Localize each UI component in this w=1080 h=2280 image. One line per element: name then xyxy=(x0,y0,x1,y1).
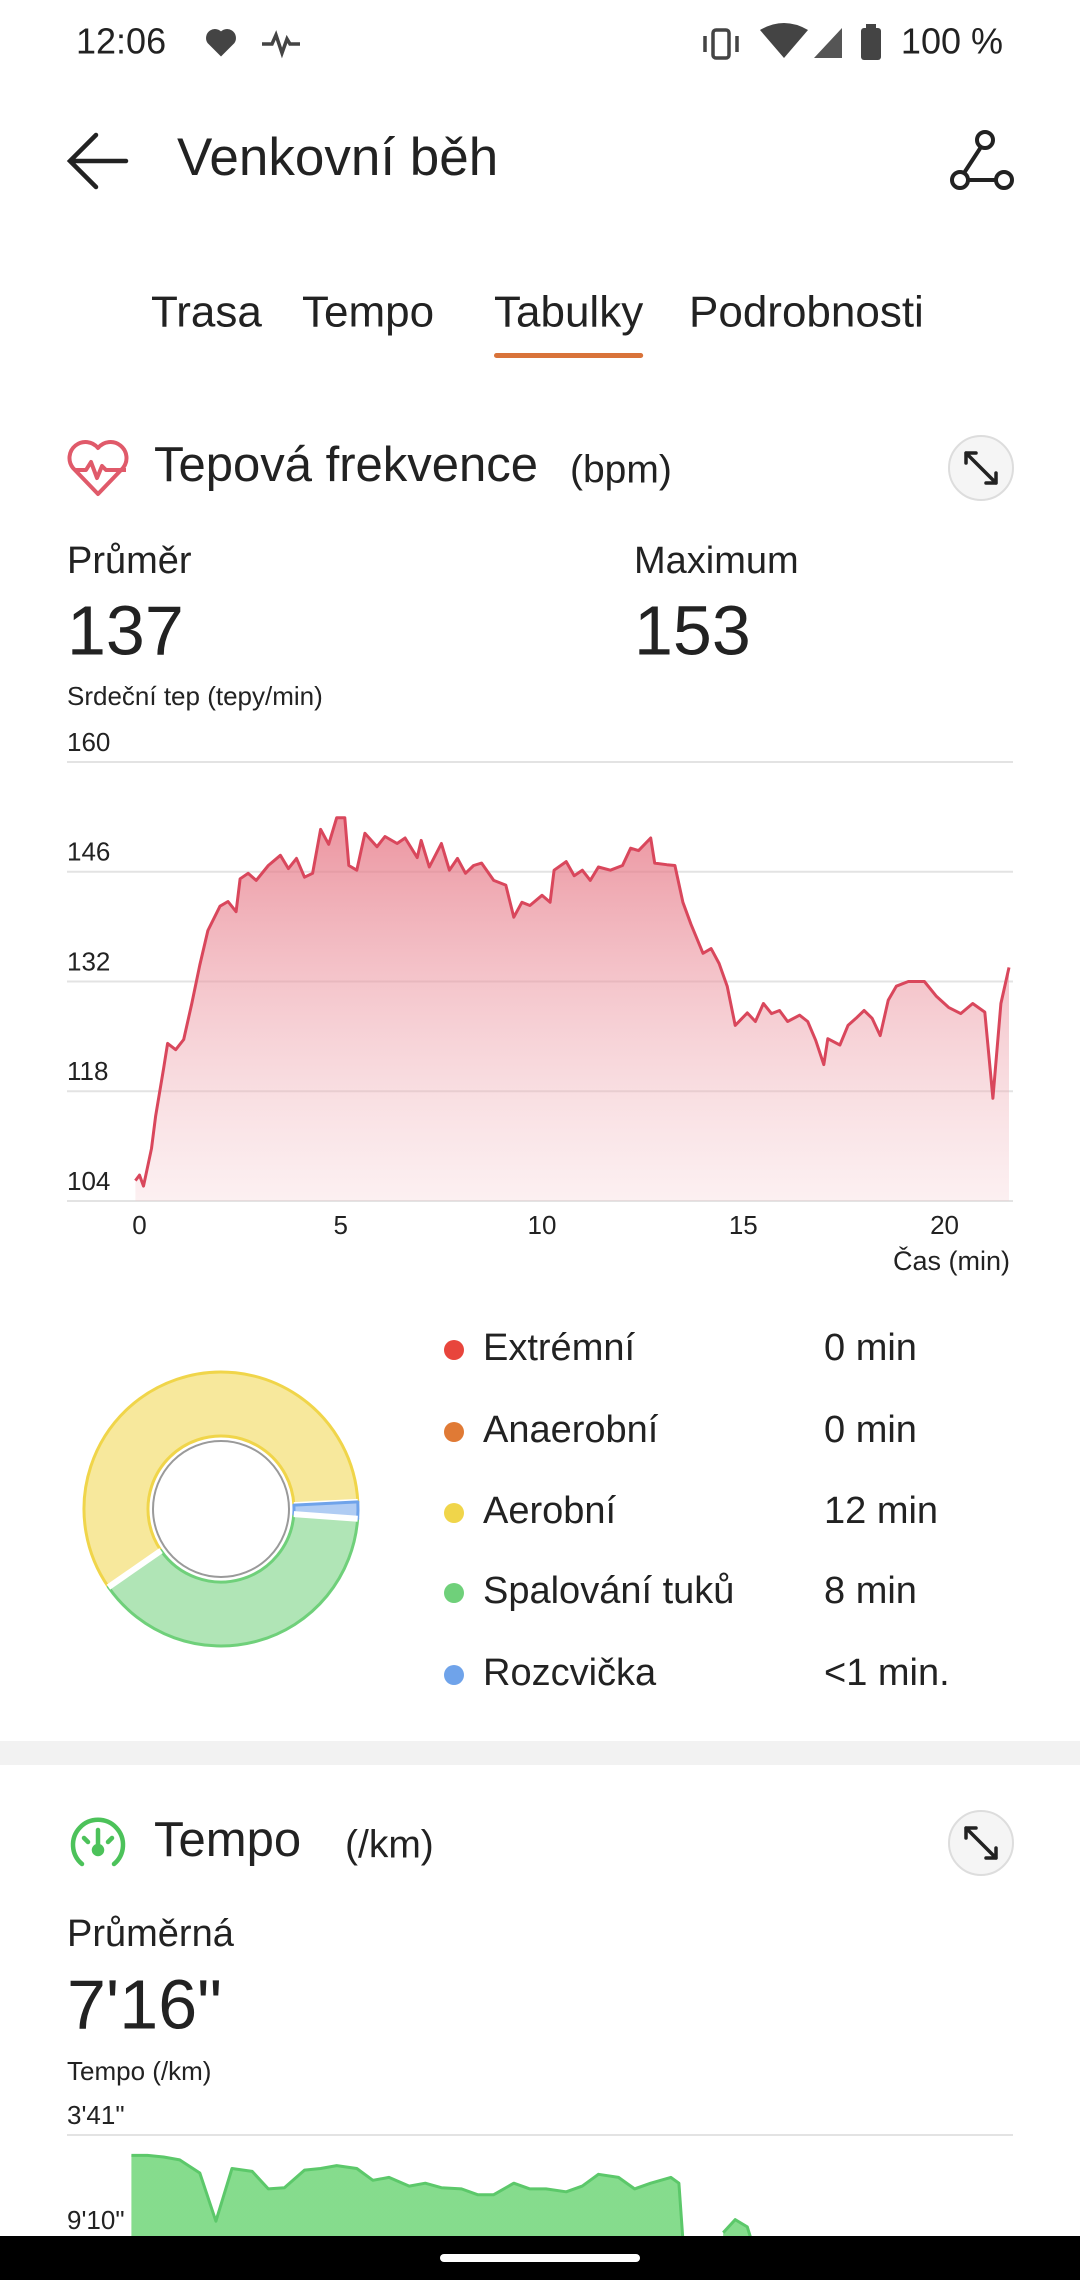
back-button[interactable] xyxy=(66,132,129,190)
legend-dot xyxy=(444,1422,464,1442)
average-value: 137 xyxy=(67,591,184,669)
donut-segment xyxy=(82,1370,360,1589)
legend-dot xyxy=(444,1665,464,1685)
maximum-value: 153 xyxy=(634,591,751,669)
legend-value: 12 min xyxy=(824,1490,938,1532)
legend-label: Anaerobní xyxy=(483,1409,659,1451)
tempo-average-value: 7'16" xyxy=(67,1965,222,2043)
tempo-unit: (/km) xyxy=(345,1823,434,1866)
donut-gap xyxy=(106,1548,163,1590)
line xyxy=(131,2153,685,2241)
tempo-title: Tempo xyxy=(154,1813,301,1867)
navigation-bar xyxy=(0,2236,1080,2280)
tab[interactable]: Tempo xyxy=(302,288,434,337)
legend-label: Aerobní xyxy=(483,1490,617,1532)
donut-gap xyxy=(293,1511,358,1522)
heart-unit: (bpm) xyxy=(570,448,672,491)
maximum-label: Maximum xyxy=(634,540,799,582)
y-tick-label: 3'41" xyxy=(67,2100,125,2130)
tab[interactable]: Trasa xyxy=(151,288,262,337)
tempo-average-label: Průměrná xyxy=(67,1913,235,1955)
x-tick-label: 15 xyxy=(729,1210,758,1240)
x-tick-label: 20 xyxy=(930,1210,959,1240)
x-tick-label: 0 xyxy=(132,1210,146,1240)
tab[interactable]: Tabulky xyxy=(494,288,643,337)
y-tick-label: 104 xyxy=(67,1166,110,1196)
y-tick-label: 146 xyxy=(67,837,110,867)
legend-dot xyxy=(444,1583,464,1603)
tempo-icon xyxy=(70,1817,126,1867)
legend-dot xyxy=(444,1503,464,1523)
status-icons-right xyxy=(703,23,881,60)
line xyxy=(134,816,1011,1188)
tab-underline xyxy=(494,353,644,358)
header-title: Venkovní běh xyxy=(177,128,498,187)
y-tick-label: 132 xyxy=(67,946,110,976)
donut-segment xyxy=(106,1512,360,1648)
x-axis-label: Čas (min) xyxy=(893,1245,1010,1276)
area-fill xyxy=(131,2155,683,2240)
y-axis-label: Srdeční tep (tepy/min) xyxy=(67,681,323,711)
status-time: 12:06 xyxy=(76,21,166,62)
average-label: Průměr xyxy=(67,540,192,582)
charts: 104 118 132 146 160 0 5 10 15 20 Extrémní 0 min Anae… xyxy=(67,727,1013,2241)
status-icons-left xyxy=(206,29,300,59)
heart-icon xyxy=(67,440,129,496)
line xyxy=(722,2218,753,2241)
legend-label: Rozcvička xyxy=(483,1652,657,1694)
status-battery: 100 % xyxy=(901,21,1003,62)
route-button[interactable] xyxy=(950,130,1014,190)
legend-label: Spalování tuků xyxy=(483,1570,734,1612)
legend-value: 0 min xyxy=(824,1409,917,1451)
area-fill xyxy=(135,817,1009,1201)
heart-expand-button[interactable] xyxy=(948,435,1014,501)
heart-title: Tepová frekvence xyxy=(154,438,538,492)
x-tick-label: 10 xyxy=(528,1210,557,1240)
tempo-y-axis-label: Tempo (/km) xyxy=(67,2056,211,2086)
legend-value: 0 min xyxy=(824,1327,917,1369)
y-tick-label: 9'10" xyxy=(67,2205,125,2235)
donut-center xyxy=(152,1440,290,1578)
y-tick-label: 160 xyxy=(67,727,110,757)
area-fill xyxy=(723,2219,752,2240)
section-separator xyxy=(0,1741,1080,1765)
legend-label: Extrémní xyxy=(483,1327,635,1369)
tab[interactable]: Podrobnosti xyxy=(689,288,924,337)
tempo-expand-button[interactable] xyxy=(948,1810,1014,1876)
y-tick-label: 118 xyxy=(67,1056,108,1086)
legend-value: 8 min xyxy=(824,1570,917,1612)
legend-value: <1 min. xyxy=(824,1652,950,1694)
legend-dot xyxy=(444,1340,464,1360)
x-tick-label: 5 xyxy=(334,1210,348,1240)
